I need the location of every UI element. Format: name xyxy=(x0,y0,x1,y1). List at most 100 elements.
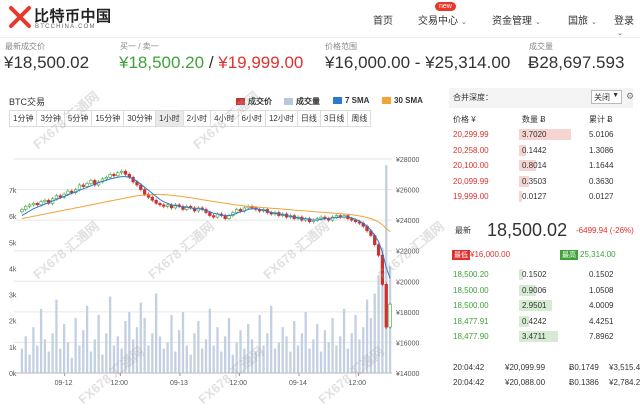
volume-bar xyxy=(231,354,234,373)
volume-bar xyxy=(112,345,116,373)
bid-row[interactable]: 18,500.20 0.1502 0.1502 xyxy=(449,268,635,281)
depth-price: 20,299.99 xyxy=(453,130,489,139)
depth-price: 18,477.90 xyxy=(453,332,489,341)
depth-merge-select[interactable]: 关闭 ▼ xyxy=(591,90,622,104)
candle-up xyxy=(388,303,392,328)
volume-bar xyxy=(201,348,204,373)
price-chart[interactable]: ¥28000 ¥26000 ¥24000 ¥22000 ¥20000 ¥18000 ¥160… xyxy=(0,145,440,400)
depth-qty: 0.1502 xyxy=(522,270,547,279)
trade-price: ¥20,088.00 xyxy=(505,378,546,387)
ask-row[interactable]: 20,099.99 0.3503 0.3630 xyxy=(449,175,635,188)
timeframe-button[interactable]: 6小时 xyxy=(237,110,266,127)
trade-total: ¥3,515.49 xyxy=(609,363,640,372)
volume-bar xyxy=(204,339,208,373)
legend-sma7[interactable]: 7 SMA xyxy=(333,96,369,105)
price-range-label: 价格范围 xyxy=(325,42,357,51)
candle-up xyxy=(43,199,47,203)
ask-row[interactable]: 19,999.00 0.0127 0.0127 xyxy=(449,190,635,203)
ask-row[interactable]: 20,299.99 3.7020 5.0106 xyxy=(449,128,635,141)
timeframe-button[interactable]: 日线 xyxy=(296,110,321,127)
new-badge: new xyxy=(435,2,456,11)
timeframe-button[interactable]: 周线 xyxy=(347,110,372,127)
trade-amount: Ƀ0.1386 xyxy=(569,378,599,387)
depth-cum: 4.0009 xyxy=(589,301,614,310)
volume-bar xyxy=(166,342,169,373)
volume-value: Ƀ28,697.593 xyxy=(528,53,625,72)
volume-tick-label: 4k xyxy=(9,266,17,273)
timeframe-button[interactable]: 1分钟 xyxy=(9,110,38,127)
volume-bar xyxy=(216,327,219,373)
legend-close-price[interactable]: 成交价 xyxy=(236,96,272,107)
timeframe-button[interactable]: 15分钟 xyxy=(91,110,125,127)
volume-bar xyxy=(101,354,104,373)
top-navigation-bar: 比特币中国 BTCCHINA.COM 首页 交易中心 ⌄ new 资金管理 ⌄ 国旅… xyxy=(0,0,640,38)
volume-bar xyxy=(346,348,350,373)
legend-volume[interactable]: 成交量 xyxy=(284,96,320,107)
timeframe-button[interactable]: 3日线 xyxy=(319,110,349,127)
volume-bar xyxy=(316,324,319,373)
bid-row[interactable]: 18,477.90 3.4711 7.8962 xyxy=(449,330,635,343)
volume-bar xyxy=(154,293,158,373)
logo-icon[interactable] xyxy=(8,5,32,29)
depth-bar xyxy=(519,175,529,187)
candle-down xyxy=(162,204,166,207)
bid-row[interactable]: 18,500.00 2.9501 4.0009 xyxy=(449,299,635,312)
last-label: 最新 xyxy=(455,226,471,235)
volume-bar xyxy=(89,351,93,373)
bid-row[interactable]: 18,477.91 0.4242 4.4251 xyxy=(449,315,635,328)
nav-home[interactable]: 首页 xyxy=(373,16,393,27)
volume-tick-label: 7k xyxy=(9,188,17,195)
depth-bar xyxy=(519,315,529,327)
candle-up xyxy=(27,204,32,207)
brand-name[interactable]: 比特币中国 xyxy=(34,8,112,25)
volume-bar xyxy=(151,333,154,373)
legend-swatch xyxy=(382,97,391,104)
timeframe-button[interactable]: 12小时 xyxy=(264,110,298,127)
volume-bar xyxy=(377,275,380,373)
volume-bar xyxy=(296,345,300,373)
volume-bar xyxy=(43,339,47,373)
settings-gear-icon[interactable]: ⚙ xyxy=(626,91,635,101)
depth-price: 18,500.00 xyxy=(453,301,489,310)
nav-international[interactable]: 国旅 ⌄ xyxy=(568,16,597,27)
candle-up xyxy=(89,180,93,184)
volume-bar xyxy=(235,342,238,373)
timeframe-button[interactable]: 1小时 xyxy=(155,110,184,127)
candle-up xyxy=(104,177,108,180)
volume-tick-label: 1k xyxy=(9,345,17,352)
candle-down xyxy=(123,170,128,175)
volume-bar xyxy=(258,314,261,373)
timeframe-button[interactable]: 5分钟 xyxy=(63,110,93,127)
timeframe-button[interactable]: 2小时 xyxy=(182,110,212,127)
volume-bar xyxy=(74,317,77,373)
high-tag: 最高 xyxy=(560,250,578,260)
volume-bar xyxy=(327,342,330,373)
last-price-value: ¥18,500.02 xyxy=(4,53,90,72)
candle-up xyxy=(77,184,82,190)
ask-row[interactable]: 20,100.00 0.8014 1.1644 xyxy=(449,159,635,172)
timeframe-button[interactable]: 4小时 xyxy=(210,110,239,127)
trade-time: 20:04:42 xyxy=(453,378,485,387)
low-tag: 最低 xyxy=(452,250,470,260)
volume-bar xyxy=(362,327,365,373)
ask-row[interactable]: 20,258.00 0.1442 1.3086 xyxy=(449,144,635,157)
candle-down xyxy=(353,219,358,222)
nav-login[interactable]: 登录⌄ xyxy=(614,16,634,37)
timeframe-button[interactable]: 3分钟 xyxy=(36,110,65,127)
volume-bar xyxy=(181,311,185,373)
nav-trading-center[interactable]: 交易中心 ⌄ xyxy=(418,16,467,27)
legend-sma30[interactable]: 30 SMA xyxy=(382,96,423,105)
volume-tick-label: 0k xyxy=(9,371,17,378)
last-trade-box: 最新 18,500.02 -6499.94 (-26%) xyxy=(449,220,635,254)
chevron-down-icon: ⌄ xyxy=(591,19,597,26)
nav-funds[interactable]: 资金管理 ⌄ xyxy=(492,16,541,27)
volume-bar xyxy=(170,314,173,373)
volume-bar xyxy=(342,308,346,373)
last-trade-change: -6499.94 (-26%) xyxy=(576,226,634,235)
bid-row[interactable]: 18,500.00 0.9006 1.0508 xyxy=(449,284,635,297)
timeframe-button[interactable]: 30分钟 xyxy=(123,110,157,127)
volume-bar xyxy=(135,327,139,373)
trade-price: ¥20,099.99 xyxy=(505,363,546,372)
last-price-label: 最新成交价 xyxy=(5,42,45,51)
depth-bar xyxy=(519,144,526,156)
